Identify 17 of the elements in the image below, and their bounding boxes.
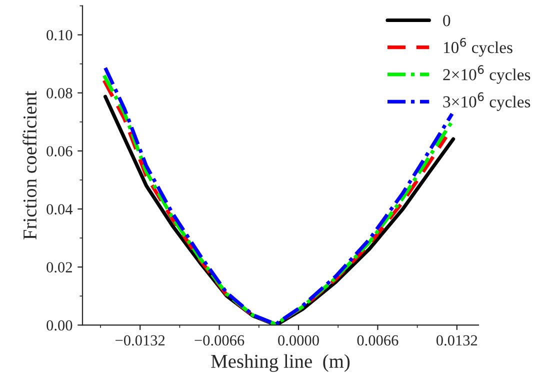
- x-tick-label: 0.0132: [436, 335, 478, 346]
- y-tick-label: 0.06: [46, 146, 72, 156]
- y-tick-label: 0.10: [46, 30, 72, 40]
- legend-label: 10$^{6}$ cycles: [444, 38, 512, 57]
- legend-label: 0: [443, 15, 450, 26]
- x-axis-title: Meshing line (m): [211, 354, 350, 372]
- x-tick-label: 0.0000: [278, 335, 319, 346]
- x-tick-label: −0.0066: [194, 335, 244, 346]
- legend-label: 2×10$^{6}$ cycles: [443, 65, 530, 84]
- y-tick-label: 0.02: [46, 262, 72, 273]
- x-tick-label: −0.0132: [116, 335, 165, 346]
- y-tick-label: 0.04: [46, 204, 73, 214]
- y-tick-label: 0.08: [46, 88, 72, 98]
- y-tick-label: 0.00: [46, 320, 72, 331]
- x-tick-label: 0.0066: [357, 335, 398, 346]
- y-axis-title: Friction coefficient: [22, 90, 37, 240]
- legend-label: 3×10$^{6}$ cycles: [443, 92, 530, 111]
